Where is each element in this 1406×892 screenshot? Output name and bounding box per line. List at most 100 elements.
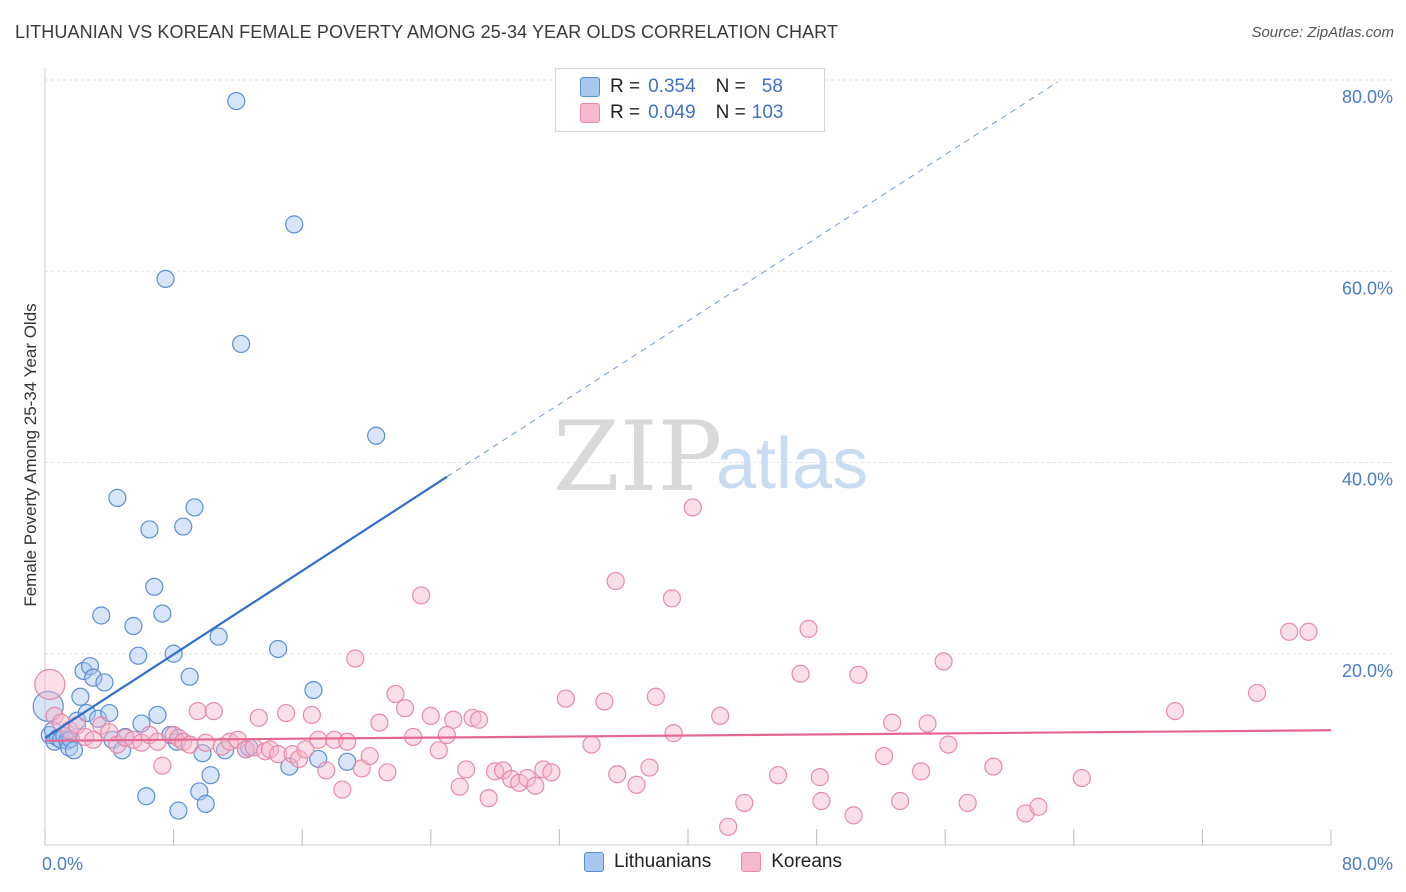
- korean-point: [457, 760, 476, 779]
- korean-point: [338, 732, 357, 751]
- lithuanian-point: [124, 616, 143, 636]
- x-tick-labels: 0.0% 80.0%: [42, 854, 1393, 874]
- lithuanian-point: [232, 334, 251, 354]
- korean-point: [662, 589, 682, 608]
- lithuanian-point: [209, 627, 228, 646]
- lithuanian-point: [153, 604, 172, 623]
- korean-point: [768, 766, 788, 785]
- korean-point: [646, 687, 665, 706]
- korean-point: [450, 777, 469, 796]
- watermark-zip: ZIP: [553, 401, 722, 513]
- source-label: Source: ZipAtlas.com: [1251, 24, 1394, 41]
- korean-point: [526, 776, 545, 795]
- korean-point: [582, 735, 601, 754]
- korean-point: [1165, 702, 1185, 721]
- korean-point: [309, 730, 328, 749]
- lithuanian-point: [193, 744, 212, 763]
- korean-point: [204, 702, 223, 721]
- korean-point: [791, 664, 810, 683]
- korean-point: [34, 668, 66, 700]
- grid-lines: [45, 79, 1392, 655]
- korean-point: [984, 757, 1003, 776]
- korean-point: [346, 649, 365, 668]
- lithuanian-point: [95, 673, 114, 692]
- korean-point: [810, 768, 829, 787]
- lithuanian-point: [367, 426, 386, 445]
- legend-item-koreans: Koreans: [741, 851, 842, 873]
- legend-r-label: R =: [610, 102, 641, 123]
- korean-point: [296, 740, 315, 759]
- x-tick-label: 0.0%: [42, 854, 83, 874]
- y-tick-label: 80.0%: [1342, 87, 1393, 107]
- legend-n-label: N =: [715, 76, 746, 97]
- lithuanian-trend-line: [44, 475, 448, 739]
- legend-n-value: 58: [761, 76, 783, 97]
- korean-point: [188, 702, 207, 721]
- korean-point: [153, 756, 172, 775]
- lithuanian-point: [196, 794, 215, 813]
- legend-label-koreans: Koreans: [771, 851, 842, 872]
- lithuanian-point: [108, 488, 127, 507]
- trend-lines: [44, 81, 1332, 742]
- korean-point: [958, 793, 977, 813]
- lithuanian-point: [185, 498, 204, 517]
- korean-point: [421, 706, 440, 726]
- korean-point: [812, 791, 831, 811]
- korean-point: [196, 733, 215, 752]
- series-legend: Lithuanians Koreans: [584, 851, 872, 873]
- korean-point: [918, 714, 937, 733]
- chart-title: LITHUANIAN VS KOREAN FEMALE POVERTY AMON…: [15, 22, 839, 42]
- lithuanian-point: [84, 668, 103, 687]
- watermark: ZIP atlas: [553, 401, 868, 513]
- lithuanian-point: [148, 705, 167, 725]
- legend-r-value: 0.049: [648, 102, 696, 123]
- korean-point: [469, 710, 489, 729]
- korean-point: [386, 684, 405, 704]
- legend-n-value: 103: [751, 102, 784, 123]
- legend-n-label: N =: [715, 102, 746, 123]
- korean-point: [849, 665, 868, 684]
- korean-point: [664, 724, 683, 743]
- lithuanians-swatch: [584, 852, 604, 872]
- korean-point: [640, 758, 659, 777]
- lithuanian-point: [169, 801, 188, 820]
- korean-point: [934, 652, 953, 671]
- koreans-swatch: [580, 103, 600, 123]
- korean-point: [911, 762, 931, 781]
- lithuanian-point: [201, 766, 220, 785]
- legend-row-koreans: R = 0.049 N = 103: [580, 101, 783, 125]
- koreans-swatch: [741, 852, 762, 872]
- lithuanian-point: [304, 680, 323, 700]
- korean-point: [249, 708, 268, 727]
- watermark-atlas: atlas: [716, 424, 868, 504]
- korean-point: [479, 789, 498, 808]
- korean-point: [429, 741, 448, 760]
- korean-point: [289, 749, 309, 769]
- legend-r-label: R =: [610, 76, 641, 97]
- y-tick-label: 40.0%: [1342, 470, 1393, 490]
- korean-point: [627, 775, 646, 794]
- korean-point: [606, 571, 625, 591]
- korean-point: [444, 710, 463, 729]
- korean-point: [735, 793, 754, 813]
- legend-label-lithuanians: Lithuanians: [614, 851, 712, 872]
- legend-item-lithuanians: Lithuanians: [584, 851, 711, 873]
- y-tick-labels: 20.0% 40.0% 60.0% 80.0%: [1342, 87, 1393, 681]
- lithuanian-point: [92, 606, 111, 625]
- korean-point: [148, 732, 167, 751]
- lithuanian-point: [129, 646, 148, 665]
- lithuanian-point: [145, 577, 164, 596]
- lithuanian-point: [137, 787, 156, 806]
- korean-point: [1280, 622, 1299, 641]
- y-tick-label: 60.0%: [1342, 278, 1393, 298]
- korean-point: [277, 703, 296, 723]
- korean-point: [939, 735, 958, 754]
- korean-point: [333, 780, 352, 799]
- lithuanian-point: [64, 741, 84, 760]
- korean-point: [370, 713, 389, 732]
- legend-row-lithuanians: R = 0.354 N = 58: [580, 75, 783, 99]
- korean-point: [1029, 797, 1048, 816]
- korean-point: [844, 806, 863, 825]
- x-tick-label: 80.0%: [1342, 854, 1393, 874]
- korean-point: [719, 817, 738, 836]
